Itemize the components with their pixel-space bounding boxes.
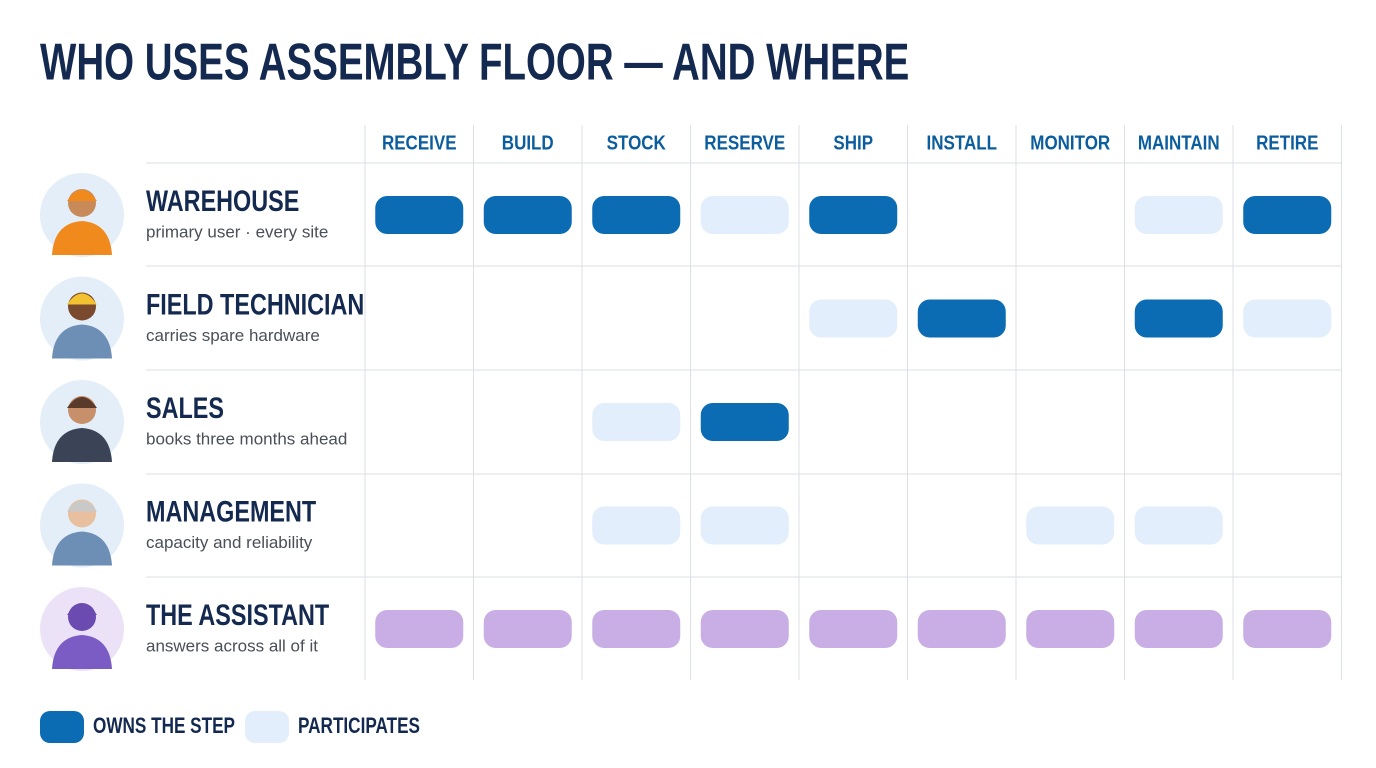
cell-pill xyxy=(700,610,789,648)
cell-pill xyxy=(809,299,898,338)
cell-pill xyxy=(1243,610,1332,648)
legend-swatch xyxy=(40,711,84,743)
cell-pill xyxy=(592,196,681,234)
avatar xyxy=(40,587,124,671)
cell-pill xyxy=(592,403,681,441)
legend-swatch xyxy=(245,711,289,743)
cell-pill xyxy=(809,610,898,648)
cell-pill xyxy=(700,196,789,234)
avatar xyxy=(40,276,124,361)
cell-pill xyxy=(1134,196,1223,234)
cell-pill xyxy=(1134,610,1223,648)
role-name: THE ASSISTANT xyxy=(146,598,330,631)
column-header: RETIRE xyxy=(1256,131,1318,154)
cell-pill xyxy=(1026,610,1115,648)
cell-pill xyxy=(1134,506,1223,545)
column-header: RECEIVE xyxy=(382,131,457,154)
column-header: BUILD xyxy=(502,131,554,154)
avatar-body xyxy=(52,324,112,359)
cell-pill xyxy=(483,610,572,648)
avatar-body xyxy=(52,635,112,669)
role-subtitle: capacity and reliability xyxy=(146,533,313,552)
avatar-body xyxy=(52,221,112,255)
avatar-hair xyxy=(67,190,97,201)
column-header: MAINTAIN xyxy=(1138,131,1220,154)
cell-pill xyxy=(917,610,1006,648)
avatar-hair xyxy=(67,604,97,615)
cell-pill xyxy=(1243,299,1332,338)
avatar-body xyxy=(52,428,112,462)
cell-pill xyxy=(700,403,789,441)
column-header: INSTALL xyxy=(927,131,997,154)
avatar-hair xyxy=(67,293,97,305)
role-subtitle: books three months ahead xyxy=(146,429,347,448)
legend-label: PARTICIPATES xyxy=(298,714,420,739)
title: WHO USES ASSEMBLY FLOOR — AND WHERE xyxy=(40,33,909,91)
cell-pill xyxy=(917,299,1006,338)
role-name: MANAGEMENT xyxy=(146,495,317,528)
role-subtitle: answers across all of it xyxy=(146,636,318,655)
cell-pill xyxy=(809,196,898,234)
column-header: SHIP xyxy=(833,131,873,154)
avatar-hair xyxy=(67,397,97,408)
cell-pill xyxy=(375,196,464,234)
column-header: STOCK xyxy=(607,131,667,154)
role-subtitle: primary user · every site xyxy=(146,222,328,241)
cell-pill xyxy=(483,196,572,234)
column-header: RESERVE xyxy=(704,131,785,154)
cell-pill xyxy=(592,610,681,648)
cell-pill xyxy=(1134,299,1223,338)
avatar-body xyxy=(52,531,112,566)
role-subtitle: carries spare hardware xyxy=(146,326,320,345)
avatar xyxy=(40,380,124,464)
role-name: FIELD TECHNICIAN xyxy=(146,288,364,321)
cell-pill xyxy=(592,506,681,545)
avatar-hair xyxy=(67,500,97,512)
role-name: SALES xyxy=(146,391,224,424)
cell-pill xyxy=(375,610,464,648)
role-name: WAREHOUSE xyxy=(146,184,299,217)
cell-pill xyxy=(700,506,789,545)
avatar xyxy=(40,483,124,568)
cell-pill xyxy=(1243,196,1332,234)
avatar xyxy=(40,173,124,257)
legend-label: OWNS THE STEP xyxy=(93,714,235,739)
column-header: MONITOR xyxy=(1030,131,1110,154)
cell-pill xyxy=(1026,506,1115,545)
